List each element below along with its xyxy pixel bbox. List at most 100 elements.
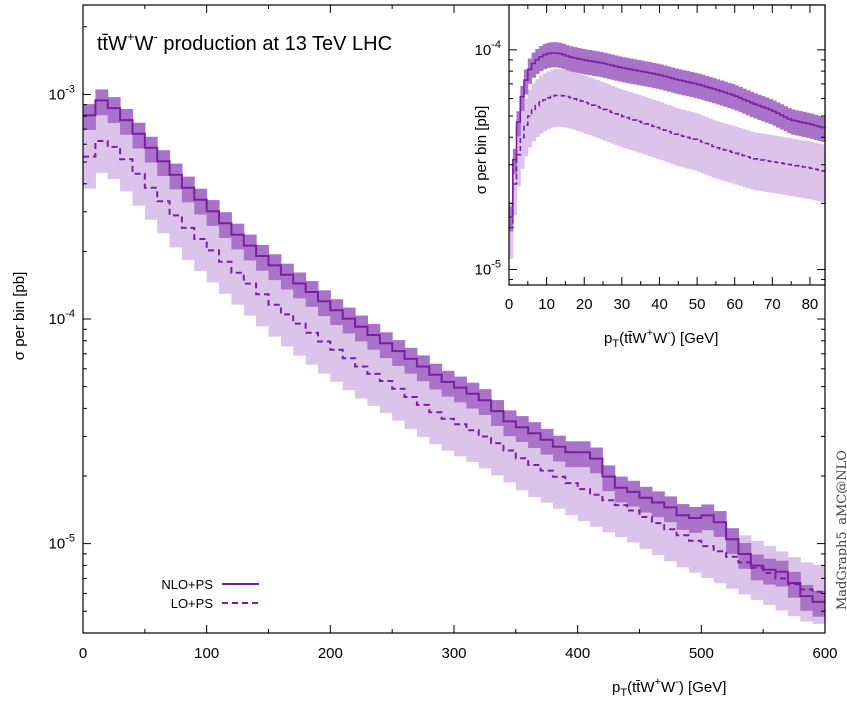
lo-band-bin [546,71,551,130]
lo-band-bin [753,132,758,191]
lo-band-bin [663,103,668,162]
lo-band-bin [95,113,109,173]
lo-band-bin [682,109,687,168]
lo-band-bin [813,142,818,201]
lo-band-bin [821,144,826,203]
nlo-band-bin [715,79,721,105]
lo-band-bin [621,90,627,148]
legend-label-lo: LO+PS [171,596,214,611]
nlo-band-bin [584,49,589,75]
x-tick-label: 500 [689,645,714,662]
nlo-band-bin [640,60,645,86]
nlo-band-bin [157,150,171,176]
nlo-band-bin [779,104,785,130]
x-tick-label: 80 [802,296,819,313]
lo-band-bin [503,423,517,483]
lo-band-bin [768,134,773,193]
lo-band-bin [577,462,591,522]
inset-uncertainty-bands [509,42,826,260]
nlo-band-bin [561,43,566,69]
nlo-band-bin [580,48,585,74]
nlo-band-bin [794,110,800,136]
nlo-band-bin [713,511,727,537]
nlo-band-bin [454,376,467,403]
lo-band-bin [625,91,630,149]
lo-band-bin [330,322,344,382]
x-tick-label: 70 [764,296,781,313]
lo-band-bin [610,85,615,144]
nlo-band-bin [416,355,430,382]
lo-band-bin [667,105,672,163]
lo-band-bin [550,69,555,128]
nlo-band-bin [404,347,418,374]
nlo-band-bin [268,254,282,281]
nlo-band-bin [652,62,657,89]
nlo-band-bin [810,113,815,139]
lo-band-bin [554,69,559,127]
nlo-series-line [83,99,825,603]
x-tick-label: 30 [614,296,631,313]
lo-band-bin [712,120,717,178]
nlo-band-bin [429,363,443,390]
nlo-band-bin [542,43,548,70]
lo-band-bin [573,72,578,131]
nlo-band-bin [554,42,559,68]
lo-band-bin [512,157,518,216]
lo-band-bin [576,73,581,132]
lo-band-bin [342,331,356,391]
nlo-band-bin [753,93,758,119]
lo-band-bin [700,115,706,174]
nlo-band-bin [557,42,563,68]
lo-band-bin [629,92,634,151]
nlo-band-bin [674,68,679,94]
y-tick-label: 10-4 [475,39,501,59]
main-series-lines [83,99,825,603]
x-tick-label: 100 [194,645,219,662]
lo-band-bin [569,71,574,129]
nlo-band-bin [627,480,640,507]
nlo-band-bin [144,136,158,163]
lo-band-bin [219,234,232,294]
nlo-band-bin [181,176,195,203]
lo-band-bin [761,133,766,192]
nlo-band-bin [776,102,781,128]
nlo-band-bin [763,558,777,585]
nlo-band-bin [734,85,739,111]
nlo-band-bin [528,422,542,448]
lo-band-bin [590,467,603,527]
lo-band-bin [527,89,533,148]
nlo-band-bin [664,496,678,523]
lo-band-bin [715,121,721,180]
x-tick-label: 300 [441,645,466,662]
lo-band-bin [817,143,822,202]
lo-band-bin [648,98,653,157]
x-axis-label: pT(tt̄W+W-) [GeV] [612,676,726,698]
nlo-band-bin [591,50,597,76]
lo-band-bin [305,305,319,365]
nlo-band-bin [539,46,544,72]
lo-band-bin [584,76,589,134]
lo-band-bin [704,117,709,175]
nlo-band-bin [783,106,788,132]
lo-band-bin [367,346,381,406]
nlo-band-bin [651,491,665,518]
lo-band-bin [727,124,732,183]
inset-axis-ticks: 0 10 20 30 40 50 60 70 80 10-5 10-4 [475,5,825,313]
legend: NLO+PS LO+PS [161,577,259,611]
lo-band-bin [565,70,570,128]
nlo-band-bin [466,382,480,409]
lo-band-bin [595,80,600,138]
lo-band-bin [466,403,480,463]
nlo-band-bin [509,206,514,232]
lo-band-bin [580,74,585,133]
x-tick-label: 50 [689,296,706,313]
nlo-band-bin [738,543,752,569]
nlo-band-bin [107,97,121,123]
x-tick-label: 60 [726,296,743,313]
nlo-band-bin [817,115,822,141]
nlo-band-bin [742,88,747,114]
lo-band-bin [783,137,788,196]
nlo-band-bin [367,323,381,350]
